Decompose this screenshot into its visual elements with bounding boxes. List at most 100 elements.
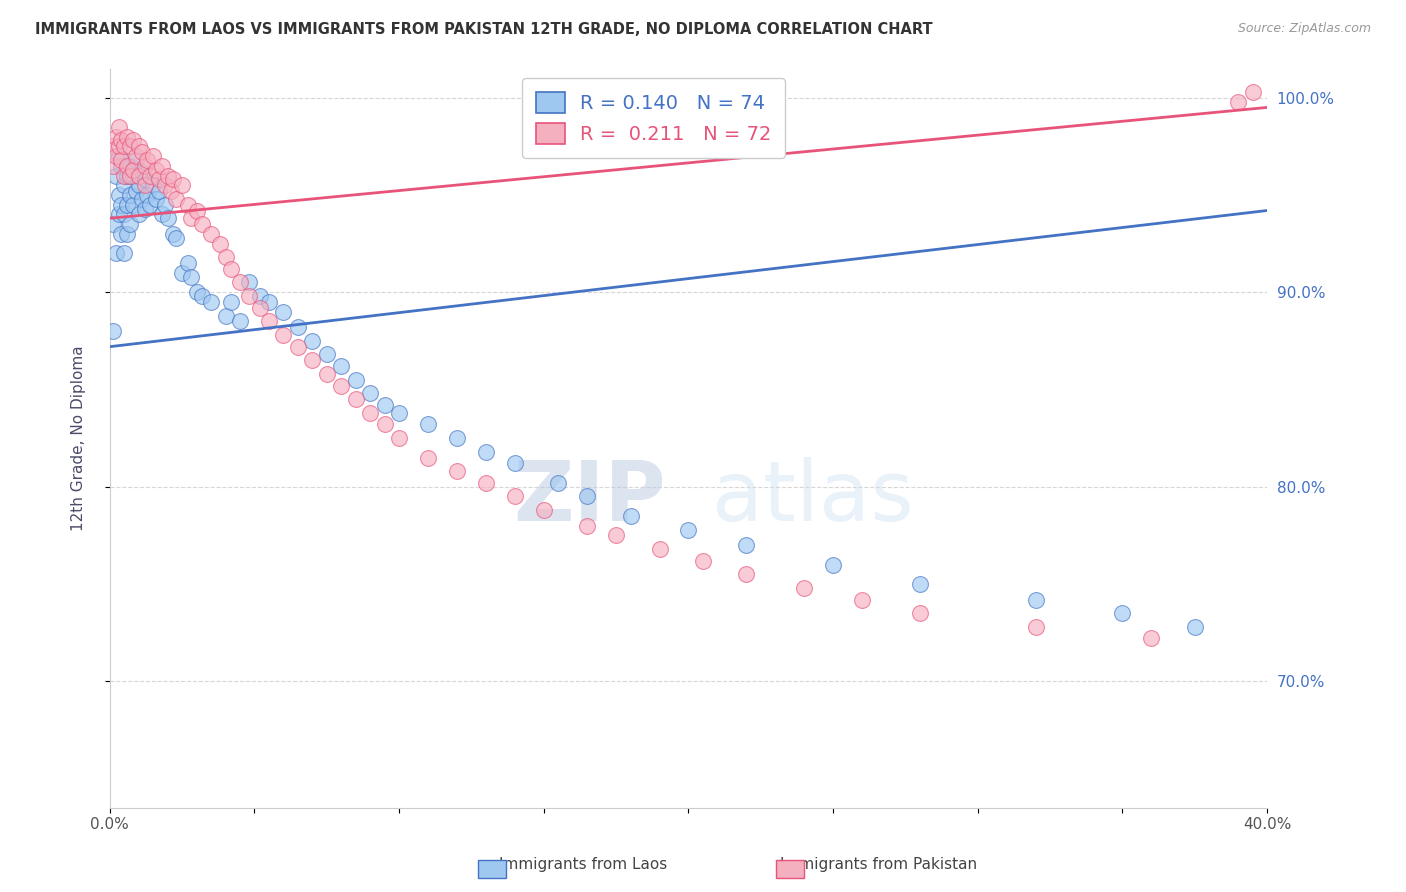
Point: [301, 334, 323, 348]
Point: [388, 406, 411, 420]
Point: [374, 398, 396, 412]
Point: [388, 431, 411, 445]
Point: [112, 169, 135, 183]
Point: [150, 207, 173, 221]
Point: [287, 320, 309, 334]
Text: IMMIGRANTS FROM LAOS VS IMMIGRANTS FROM PAKISTAN 12TH GRADE, NO DIPLOMA CORRELAT: IMMIGRANTS FROM LAOS VS IMMIGRANTS FROM …: [35, 22, 932, 37]
Point: [165, 231, 187, 245]
Point: [107, 207, 129, 221]
Point: [115, 197, 138, 211]
Point: [115, 227, 138, 241]
Point: [107, 120, 129, 134]
Point: [547, 475, 569, 490]
Point: [107, 149, 129, 163]
Point: [359, 406, 381, 420]
Point: [172, 266, 194, 280]
Point: [330, 378, 353, 392]
Point: [200, 227, 222, 241]
Point: [134, 159, 156, 173]
Point: [112, 207, 135, 221]
Point: [162, 227, 184, 241]
Point: [619, 508, 641, 523]
Point: [120, 159, 142, 173]
Point: [344, 392, 367, 407]
Point: [475, 444, 498, 458]
Point: [214, 250, 236, 264]
Point: [104, 129, 127, 144]
Point: [908, 577, 931, 591]
Point: [125, 149, 148, 163]
Point: [229, 314, 252, 328]
Point: [104, 246, 127, 260]
Point: [101, 139, 124, 153]
Point: [107, 188, 129, 202]
Point: [145, 192, 167, 206]
Point: [446, 431, 468, 445]
Point: [153, 178, 176, 193]
Point: [214, 309, 236, 323]
Point: [221, 261, 243, 276]
Point: [148, 172, 170, 186]
Point: [273, 328, 295, 343]
Text: ZIP: ZIP: [513, 457, 665, 538]
Point: [1025, 620, 1047, 634]
Point: [101, 324, 124, 338]
Point: [191, 217, 214, 231]
Point: [221, 294, 243, 309]
Point: [110, 159, 132, 173]
Point: [131, 192, 153, 206]
Point: [851, 592, 873, 607]
Point: [131, 164, 153, 178]
Point: [136, 188, 159, 202]
Point: [162, 172, 184, 186]
Point: [110, 153, 132, 167]
Point: [104, 149, 127, 163]
Point: [112, 139, 135, 153]
Point: [180, 269, 202, 284]
Point: [503, 456, 526, 470]
Point: [128, 207, 150, 221]
Point: [128, 178, 150, 193]
Point: [315, 367, 337, 381]
Point: [330, 359, 353, 373]
Point: [150, 159, 173, 173]
Point: [180, 211, 202, 226]
Text: Immigrants from Pakistan: Immigrants from Pakistan: [780, 857, 977, 872]
Point: [735, 538, 758, 552]
Point: [238, 289, 260, 303]
Point: [115, 159, 138, 173]
Point: [104, 169, 127, 183]
Point: [122, 134, 145, 148]
Point: [416, 417, 439, 432]
Point: [605, 528, 627, 542]
Point: [134, 178, 156, 193]
Point: [315, 347, 337, 361]
Point: [249, 301, 271, 315]
Point: [200, 294, 222, 309]
Point: [908, 606, 931, 620]
Point: [576, 490, 599, 504]
Point: [533, 503, 555, 517]
Point: [125, 153, 148, 167]
Point: [1184, 620, 1206, 634]
Point: [1025, 592, 1047, 607]
Point: [110, 227, 132, 241]
Point: [301, 353, 323, 368]
Point: [125, 184, 148, 198]
Text: Source: ZipAtlas.com: Source: ZipAtlas.com: [1237, 22, 1371, 36]
Point: [120, 139, 142, 153]
Point: [1140, 632, 1163, 646]
Point: [142, 149, 165, 163]
Point: [238, 276, 260, 290]
Point: [793, 581, 815, 595]
Point: [134, 202, 156, 216]
Point: [823, 558, 845, 572]
Point: [122, 197, 145, 211]
Point: [576, 518, 599, 533]
Point: [156, 169, 179, 183]
Point: [1227, 95, 1250, 109]
Point: [177, 256, 200, 270]
Point: [139, 197, 162, 211]
Point: [359, 386, 381, 401]
Point: [128, 139, 150, 153]
